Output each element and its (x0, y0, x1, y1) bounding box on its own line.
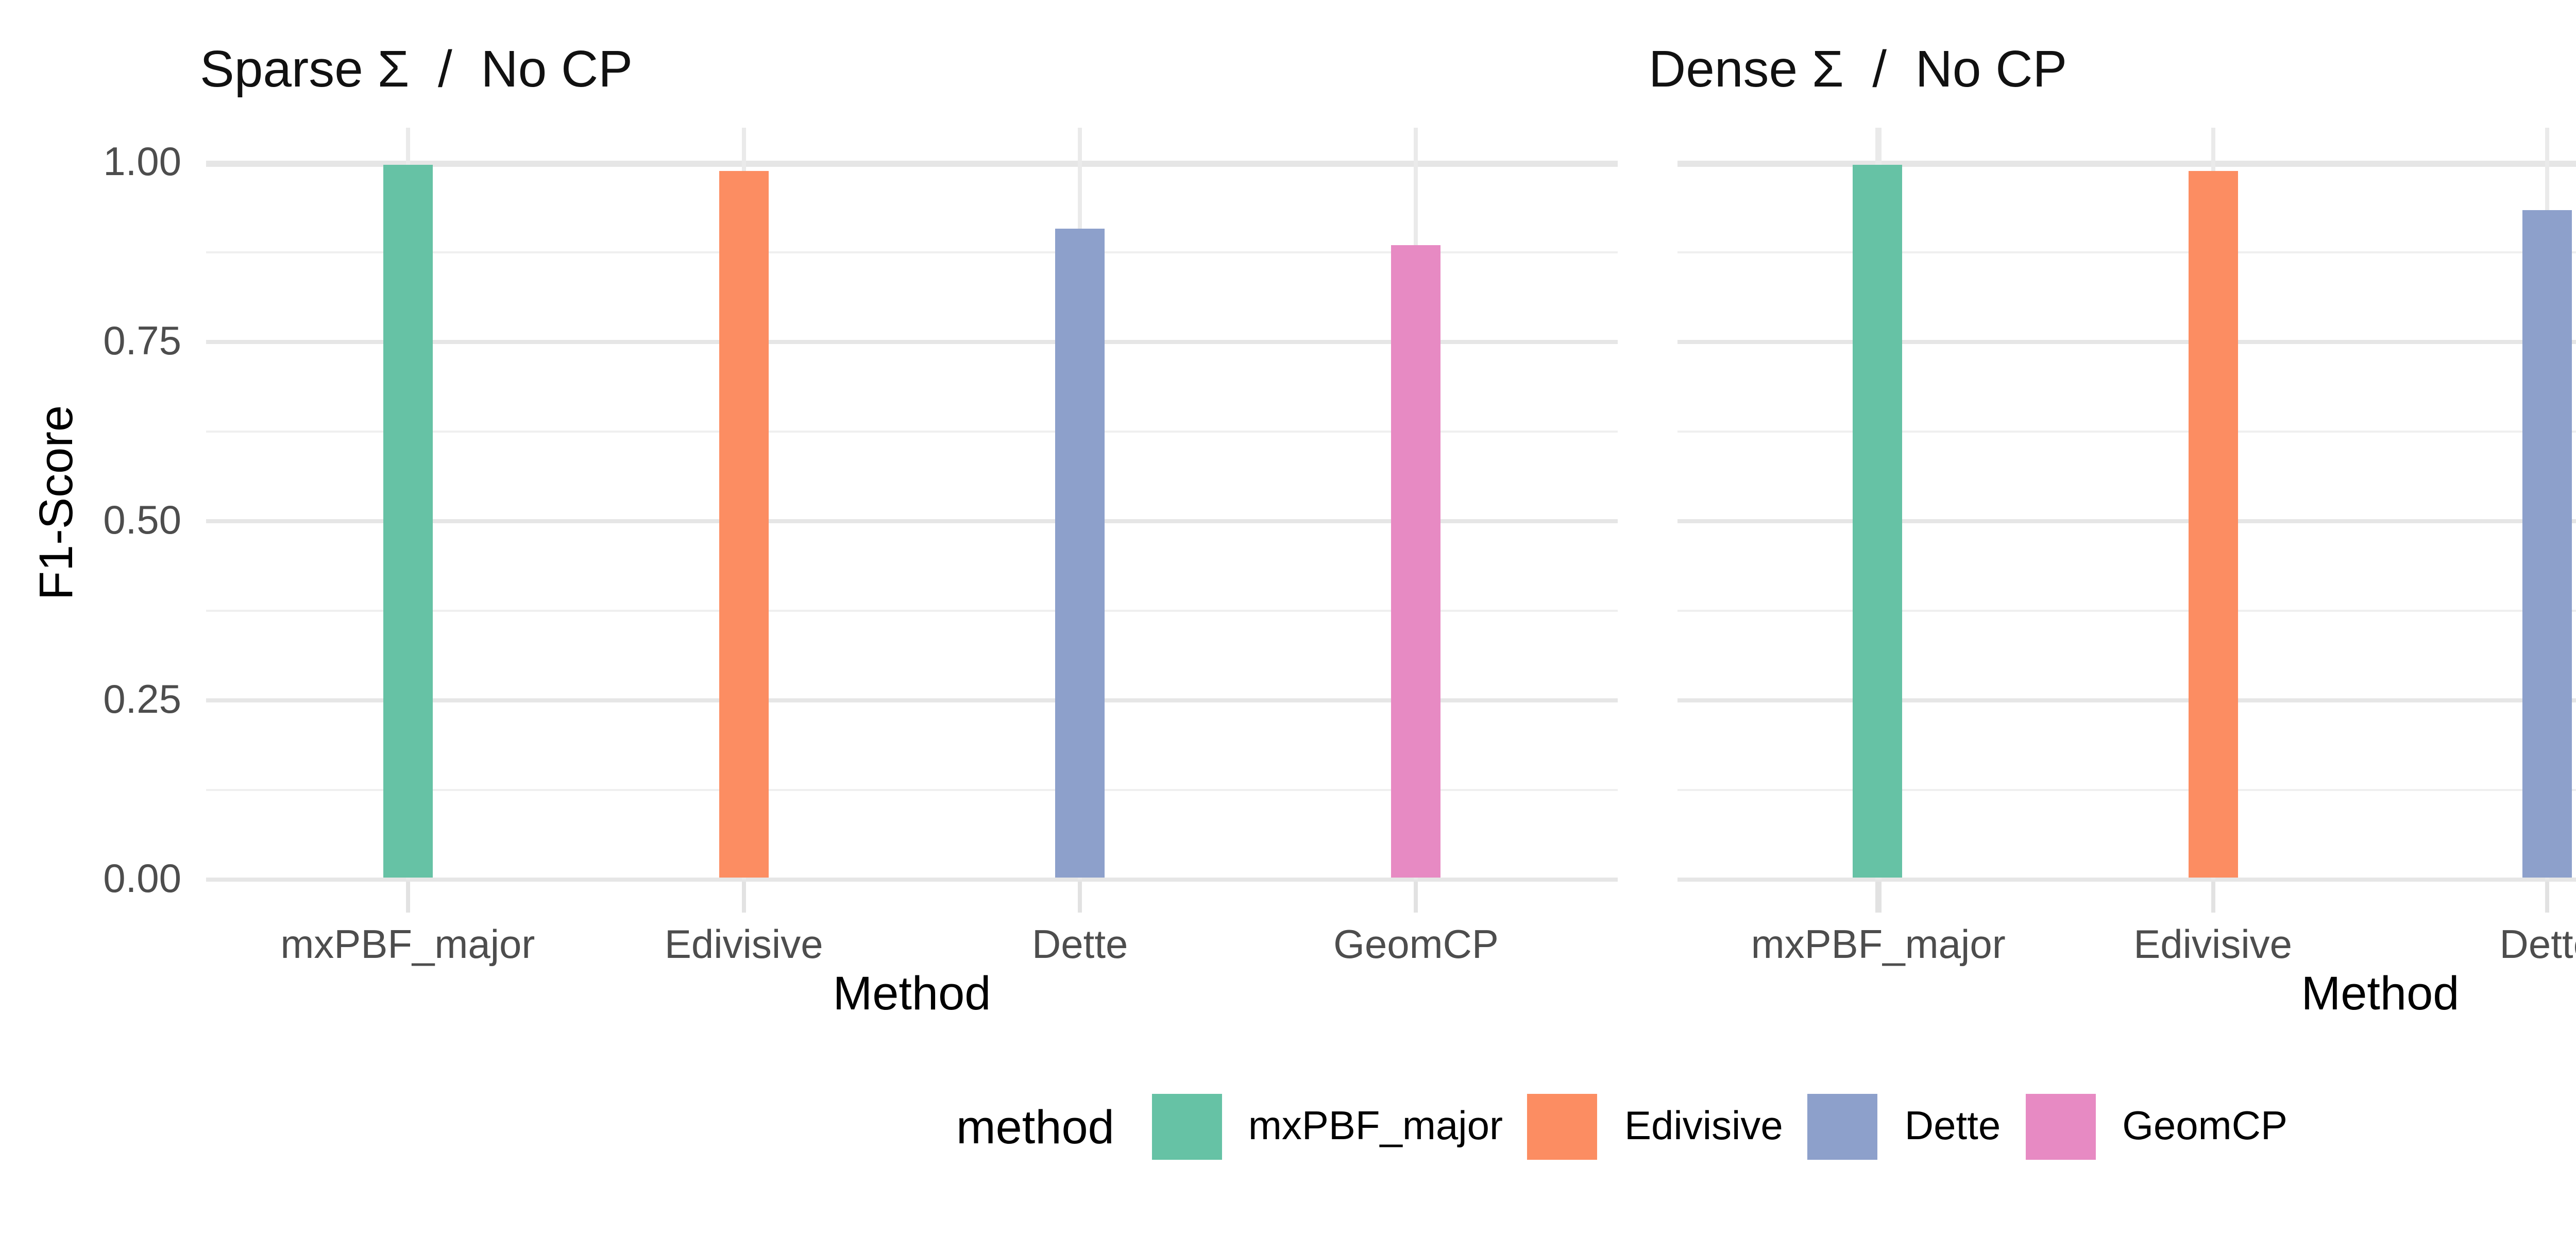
bar-mxPBF_major (1853, 164, 1903, 877)
bar-GeomCP (1391, 246, 1441, 877)
x-axis-tick-Dette (2545, 882, 2550, 913)
x-axis-tick-GeomCP (1413, 882, 1419, 913)
y-tick-label-1.00: 1.00 (103, 141, 181, 186)
gridline-minor-y-0.625 (206, 430, 1618, 434)
gridline-major-y-0 (1677, 877, 2576, 882)
plot-sparse-no-cp: Sparse Σ / No CP F1-Score 0.00 0.25 0.50 0.… (29, 41, 1618, 1020)
gridline-major-y-0.5 (206, 519, 1618, 524)
gridline-minor-y-0.875 (1677, 251, 2576, 254)
y-tick-label-0.25: 0.25 (103, 678, 181, 724)
x-axis-tick-Edivisive (741, 882, 747, 913)
gridline-major-y-0.75 (206, 339, 1618, 345)
legend-key-GeomCP (2025, 1094, 2096, 1160)
legend-item-Dette: Dette (1807, 1094, 2001, 1160)
gridline-major-y-1 (206, 161, 1618, 166)
x-tick-label-Dette: Dette (2499, 923, 2576, 968)
gridline-minor-y-0.125 (206, 788, 1618, 792)
legend-item-Edivisive: Edivisive (1527, 1094, 1783, 1160)
panel-sparse (206, 128, 1618, 913)
legend-title: method (956, 1099, 1114, 1153)
gridline-minor-y-0.375 (1677, 609, 2576, 613)
x-tick-label-Dette: Dette (1031, 923, 1128, 968)
bar-Dette (2522, 210, 2572, 877)
x-axis-tick-Edivisive (2210, 882, 2216, 913)
x-tick-label-mxPBF_major: mxPBF_major (1751, 923, 2006, 968)
legend-items: mxPBF_major Edivisive Dette GeomCP (1151, 1094, 2287, 1160)
x-axis-tick-mxPBF_major (1875, 882, 1881, 913)
y-tick-label-0.75: 0.75 (103, 319, 181, 365)
x-axis-title-sparse: Method (833, 966, 991, 1020)
legend: method mxPBF_major Edivisive Dette GeomCP (956, 1094, 2287, 1160)
gridline-major-y-0.5 (1677, 519, 2576, 524)
gridline-major-y-1 (1677, 161, 2576, 166)
gridline-minor-y-0.375 (206, 609, 1618, 613)
x-axis-tick-Dette (1077, 882, 1083, 913)
gridline-minor-y-0.125 (1677, 788, 2576, 792)
gridline-major-y-0.75 (1677, 339, 2576, 345)
plot-title-dense: Dense Σ / No CP (1649, 41, 2067, 99)
gridline-major-y-0.25 (206, 698, 1618, 703)
bar-Dette (1055, 228, 1105, 877)
legend-key-Edivisive (1527, 1094, 1598, 1160)
bar-Edivisive (2188, 170, 2238, 877)
legend-label-Dette: Dette (1904, 1103, 2001, 1148)
x-tick-label-Edivisive: Edivisive (664, 923, 823, 968)
legend-label-mxPBF_major: mxPBF_major (1248, 1103, 1503, 1148)
x-axis-title-dense: Method (2301, 966, 2460, 1020)
x-tick-label-Edivisive: Edivisive (2133, 923, 2293, 968)
gridline-major-y-0.25 (1677, 698, 2576, 703)
bar-Edivisive (719, 170, 769, 877)
legend-key-Dette (1807, 1094, 1878, 1160)
y-tick-label-0.50: 0.50 (103, 499, 181, 544)
gridline-major-y-0 (206, 877, 1618, 882)
y-tick-label-0.00: 0.00 (103, 857, 181, 902)
legend-label-Edivisive: Edivisive (1624, 1103, 1783, 1148)
x-tick-label-GeomCP: GeomCP (1333, 923, 1499, 968)
panel-dense (1677, 128, 2576, 913)
x-tick-label-mxPBF_major: mxPBF_major (280, 923, 535, 968)
legend-item-GeomCP: GeomCP (2025, 1094, 2287, 1160)
legend-item-mxPBF_major: mxPBF_major (1151, 1094, 1503, 1160)
gridline-minor-y-0.875 (206, 251, 1618, 254)
bar-mxPBF_major (383, 164, 433, 877)
legend-key-mxPBF_major (1151, 1094, 1222, 1160)
plot-dense-no-cp: Dense Σ / No CP mxPBF_major Edivisive Dett… (1649, 41, 2576, 1020)
gridline-minor-y-0.625 (1677, 430, 2576, 434)
legend-label-GeomCP: GeomCP (2122, 1103, 2288, 1148)
x-axis-tick-mxPBF_major (405, 882, 411, 913)
plot-title-sparse: Sparse Σ / No CP (200, 41, 633, 99)
